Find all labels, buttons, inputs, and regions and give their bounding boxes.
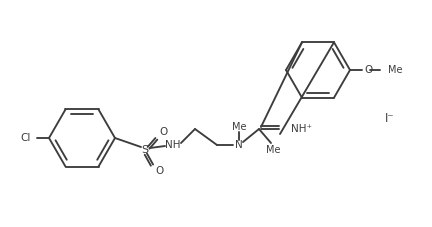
Text: S: S xyxy=(141,145,149,155)
Text: O: O xyxy=(364,65,372,75)
Text: N: N xyxy=(235,140,243,150)
Text: O: O xyxy=(156,166,164,176)
Text: Me: Me xyxy=(266,145,280,155)
Text: O: O xyxy=(159,127,167,137)
Text: NH: NH xyxy=(165,140,181,150)
Text: I⁻: I⁻ xyxy=(385,111,395,124)
Text: Me: Me xyxy=(388,65,403,75)
Text: NH⁺: NH⁺ xyxy=(291,124,312,134)
Text: Me: Me xyxy=(232,122,246,132)
Text: Cl: Cl xyxy=(21,133,31,143)
